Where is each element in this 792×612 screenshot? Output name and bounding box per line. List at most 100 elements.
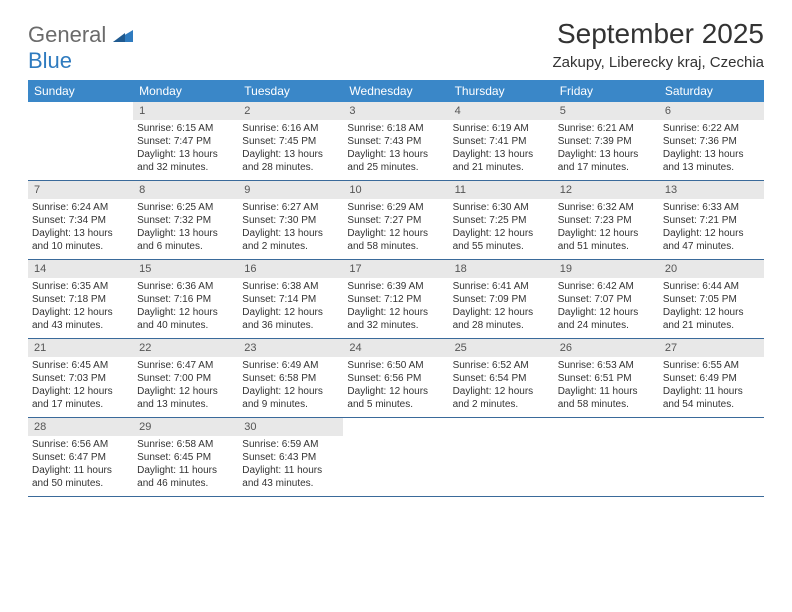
daylight-text: and 43 minutes. [242, 477, 339, 490]
calendar-cell: 16Sunrise: 6:38 AMSunset: 7:14 PMDayligh… [238, 260, 343, 338]
daylight-text: Daylight: 12 hours [347, 306, 444, 319]
sunrise-text: Sunrise: 6:59 AM [242, 438, 339, 451]
day-number: 10 [343, 181, 448, 199]
day-header-wednesday: Wednesday [343, 80, 448, 102]
daylight-text: Daylight: 12 hours [453, 385, 550, 398]
calendar-week: 28Sunrise: 6:56 AMSunset: 6:47 PMDayligh… [28, 418, 764, 497]
daylight-text: and 50 minutes. [32, 477, 129, 490]
calendar-grid: Sunday Monday Tuesday Wednesday Thursday… [28, 80, 764, 497]
day-header-sunday: Sunday [28, 80, 133, 102]
sunset-text: Sunset: 6:56 PM [347, 372, 444, 385]
calendar-cell: 22Sunrise: 6:47 AMSunset: 7:00 PMDayligh… [133, 339, 238, 417]
day-header-thursday: Thursday [449, 80, 554, 102]
daylight-text: and 17 minutes. [32, 398, 129, 411]
logo-word-general: General [28, 22, 106, 47]
day-number: 28 [28, 418, 133, 436]
day-number: 27 [659, 339, 764, 357]
page-header: General Blue September 2025 Zakupy, Libe… [28, 18, 764, 74]
calendar-cell: 23Sunrise: 6:49 AMSunset: 6:58 PMDayligh… [238, 339, 343, 417]
daylight-text: Daylight: 13 hours [347, 148, 444, 161]
day-number: 17 [343, 260, 448, 278]
day-number: 5 [554, 102, 659, 120]
day-number: 4 [449, 102, 554, 120]
calendar-cell: 24Sunrise: 6:50 AMSunset: 6:56 PMDayligh… [343, 339, 448, 417]
day-number: 26 [554, 339, 659, 357]
daylight-text: Daylight: 12 hours [137, 385, 234, 398]
calendar-week: 7Sunrise: 6:24 AMSunset: 7:34 PMDaylight… [28, 181, 764, 260]
sunset-text: Sunset: 7:34 PM [32, 214, 129, 227]
sunrise-text: Sunrise: 6:30 AM [453, 201, 550, 214]
daylight-text: and 36 minutes. [242, 319, 339, 332]
sunrise-text: Sunrise: 6:19 AM [453, 122, 550, 135]
day-number: 14 [28, 260, 133, 278]
sunset-text: Sunset: 6:49 PM [663, 372, 760, 385]
location-subtitle: Zakupy, Liberecky kraj, Czechia [553, 54, 764, 71]
calendar-cell: 9Sunrise: 6:27 AMSunset: 7:30 PMDaylight… [238, 181, 343, 259]
sunrise-text: Sunrise: 6:16 AM [242, 122, 339, 135]
sunset-text: Sunset: 7:25 PM [453, 214, 550, 227]
day-number: 20 [659, 260, 764, 278]
sunrise-text: Sunrise: 6:56 AM [32, 438, 129, 451]
daylight-text: Daylight: 13 hours [32, 227, 129, 240]
daylight-text: and 5 minutes. [347, 398, 444, 411]
logo-word-blue: Blue [28, 48, 72, 73]
calendar-cell [554, 418, 659, 496]
calendar-cell: 1Sunrise: 6:15 AMSunset: 7:47 PMDaylight… [133, 102, 238, 180]
sunrise-text: Sunrise: 6:38 AM [242, 280, 339, 293]
daylight-text: and 32 minutes. [347, 319, 444, 332]
day-number: 8 [133, 181, 238, 199]
calendar-cell: 30Sunrise: 6:59 AMSunset: 6:43 PMDayligh… [238, 418, 343, 496]
calendar-cell: 28Sunrise: 6:56 AMSunset: 6:47 PMDayligh… [28, 418, 133, 496]
sunrise-text: Sunrise: 6:42 AM [558, 280, 655, 293]
calendar-cell: 7 Sunrise: 6:24 AMSunset: 7:34 PMDaylight… [28, 181, 133, 259]
sunrise-text: Sunrise: 6:55 AM [663, 359, 760, 372]
daylight-text: Daylight: 12 hours [347, 385, 444, 398]
daylight-text: and 55 minutes. [453, 240, 550, 253]
day-number: 9 [238, 181, 343, 199]
sunset-text: Sunset: 7:09 PM [453, 293, 550, 306]
sunrise-text: Sunrise: 6:32 AM [558, 201, 655, 214]
sunset-text: Sunset: 7:27 PM [347, 214, 444, 227]
sunset-text: Sunset: 7:30 PM [242, 214, 339, 227]
sunrise-text: Sunrise: 6:53 AM [558, 359, 655, 372]
day-number: 1 [133, 102, 238, 120]
calendar-cell: 15Sunrise: 6:36 AMSunset: 7:16 PMDayligh… [133, 260, 238, 338]
day-header-tuesday: Tuesday [238, 80, 343, 102]
daylight-text: Daylight: 13 hours [453, 148, 550, 161]
daylight-text: Daylight: 12 hours [32, 385, 129, 398]
daylight-text: Daylight: 13 hours [242, 227, 339, 240]
day-number: 22 [133, 339, 238, 357]
daylight-text: and 13 minutes. [137, 398, 234, 411]
calendar-cell: 4Sunrise: 6:19 AMSunset: 7:41 PMDaylight… [449, 102, 554, 180]
daylight-text: Daylight: 13 hours [242, 148, 339, 161]
day-number: 23 [238, 339, 343, 357]
calendar-cell: 19Sunrise: 6:42 AMSunset: 7:07 PMDayligh… [554, 260, 659, 338]
calendar-cell: 14Sunrise: 6:35 AMSunset: 7:18 PMDayligh… [28, 260, 133, 338]
daylight-text: Daylight: 12 hours [558, 227, 655, 240]
sunset-text: Sunset: 7:18 PM [32, 293, 129, 306]
daylight-text: Daylight: 11 hours [663, 385, 760, 398]
month-title: September 2025 [553, 18, 764, 50]
day-number: 7 [28, 181, 133, 199]
daylight-text: and 17 minutes. [558, 161, 655, 174]
calendar-cell: 3Sunrise: 6:18 AMSunset: 7:43 PMDaylight… [343, 102, 448, 180]
daylight-text: Daylight: 13 hours [137, 227, 234, 240]
day-number: 3 [343, 102, 448, 120]
logo: General Blue [28, 22, 133, 74]
weeks-container: 1Sunrise: 6:15 AMSunset: 7:47 PMDaylight… [28, 102, 764, 497]
calendar-cell: 5Sunrise: 6:21 AMSunset: 7:39 PMDaylight… [554, 102, 659, 180]
daylight-text: and 40 minutes. [137, 319, 234, 332]
daylight-text: Daylight: 11 hours [242, 464, 339, 477]
calendar-cell [343, 418, 448, 496]
daylight-text: and 6 minutes. [137, 240, 234, 253]
calendar-week: 14Sunrise: 6:35 AMSunset: 7:18 PMDayligh… [28, 260, 764, 339]
day-number: 25 [449, 339, 554, 357]
sunset-text: Sunset: 7:21 PM [663, 214, 760, 227]
sunset-text: Sunset: 7:07 PM [558, 293, 655, 306]
daylight-text: and 46 minutes. [137, 477, 234, 490]
sunset-text: Sunset: 7:43 PM [347, 135, 444, 148]
sunrise-text: Sunrise: 6:24 AM [32, 201, 129, 214]
day-number: 6 [659, 102, 764, 120]
sunset-text: Sunset: 7:16 PM [137, 293, 234, 306]
day-number: 13 [659, 181, 764, 199]
